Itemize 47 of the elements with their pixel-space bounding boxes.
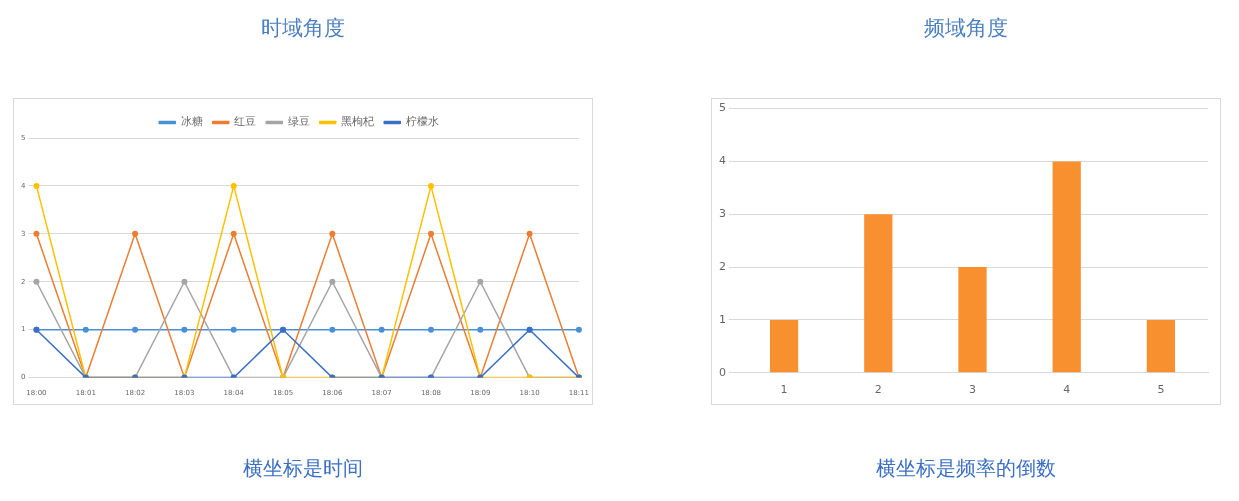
- point: [526, 230, 533, 237]
- x-tick-label: 5: [1157, 383, 1165, 397]
- point: [82, 326, 89, 333]
- point: [575, 326, 582, 333]
- x-tick-label: 1: [780, 383, 788, 397]
- point: [181, 326, 188, 333]
- point: [33, 182, 40, 189]
- point: [329, 230, 336, 237]
- bar: [1052, 161, 1081, 373]
- point: [427, 326, 434, 333]
- point: [230, 326, 237, 333]
- point: [230, 230, 237, 237]
- legend-label: 柠檬水: [405, 115, 439, 129]
- point: [427, 230, 434, 237]
- bar: [769, 319, 799, 373]
- bar: [864, 214, 893, 373]
- y-tick-label: 0: [719, 365, 726, 379]
- bar: [1146, 319, 1176, 373]
- x-tick-label: 2: [874, 383, 882, 397]
- y-tick-label: 3: [719, 207, 726, 221]
- x-tick-label: 3: [969, 383, 976, 397]
- point: [477, 278, 484, 285]
- bar: [958, 267, 987, 373]
- y-tick-label: 5: [719, 101, 726, 115]
- point: [329, 278, 336, 285]
- point: [33, 278, 40, 285]
- point: [132, 230, 139, 237]
- y-tick-label: 4: [719, 154, 726, 168]
- text: 横坐标是频率的倒数: [876, 455, 1056, 482]
- legend-label: 冰糖: [180, 115, 203, 129]
- chart-title: 时域角度: [261, 15, 345, 42]
- text: 横坐标是时间: [243, 455, 363, 482]
- chart-title: 频域角度: [924, 15, 1008, 42]
- y-tick-label: 2: [719, 259, 726, 273]
- point: [427, 182, 434, 189]
- x-tick-label: 4: [1063, 383, 1071, 397]
- point: [181, 278, 188, 285]
- point: [378, 326, 385, 333]
- point: [132, 326, 139, 333]
- legend-label: 黑枸杞: [341, 115, 375, 129]
- legend-label: 红豆: [234, 115, 257, 129]
- legend-label: 绿豆: [287, 115, 310, 129]
- point: [33, 230, 40, 237]
- point: [230, 182, 237, 189]
- y-tick-label: 1: [719, 312, 726, 326]
- point: [477, 326, 484, 333]
- point: [329, 326, 336, 333]
